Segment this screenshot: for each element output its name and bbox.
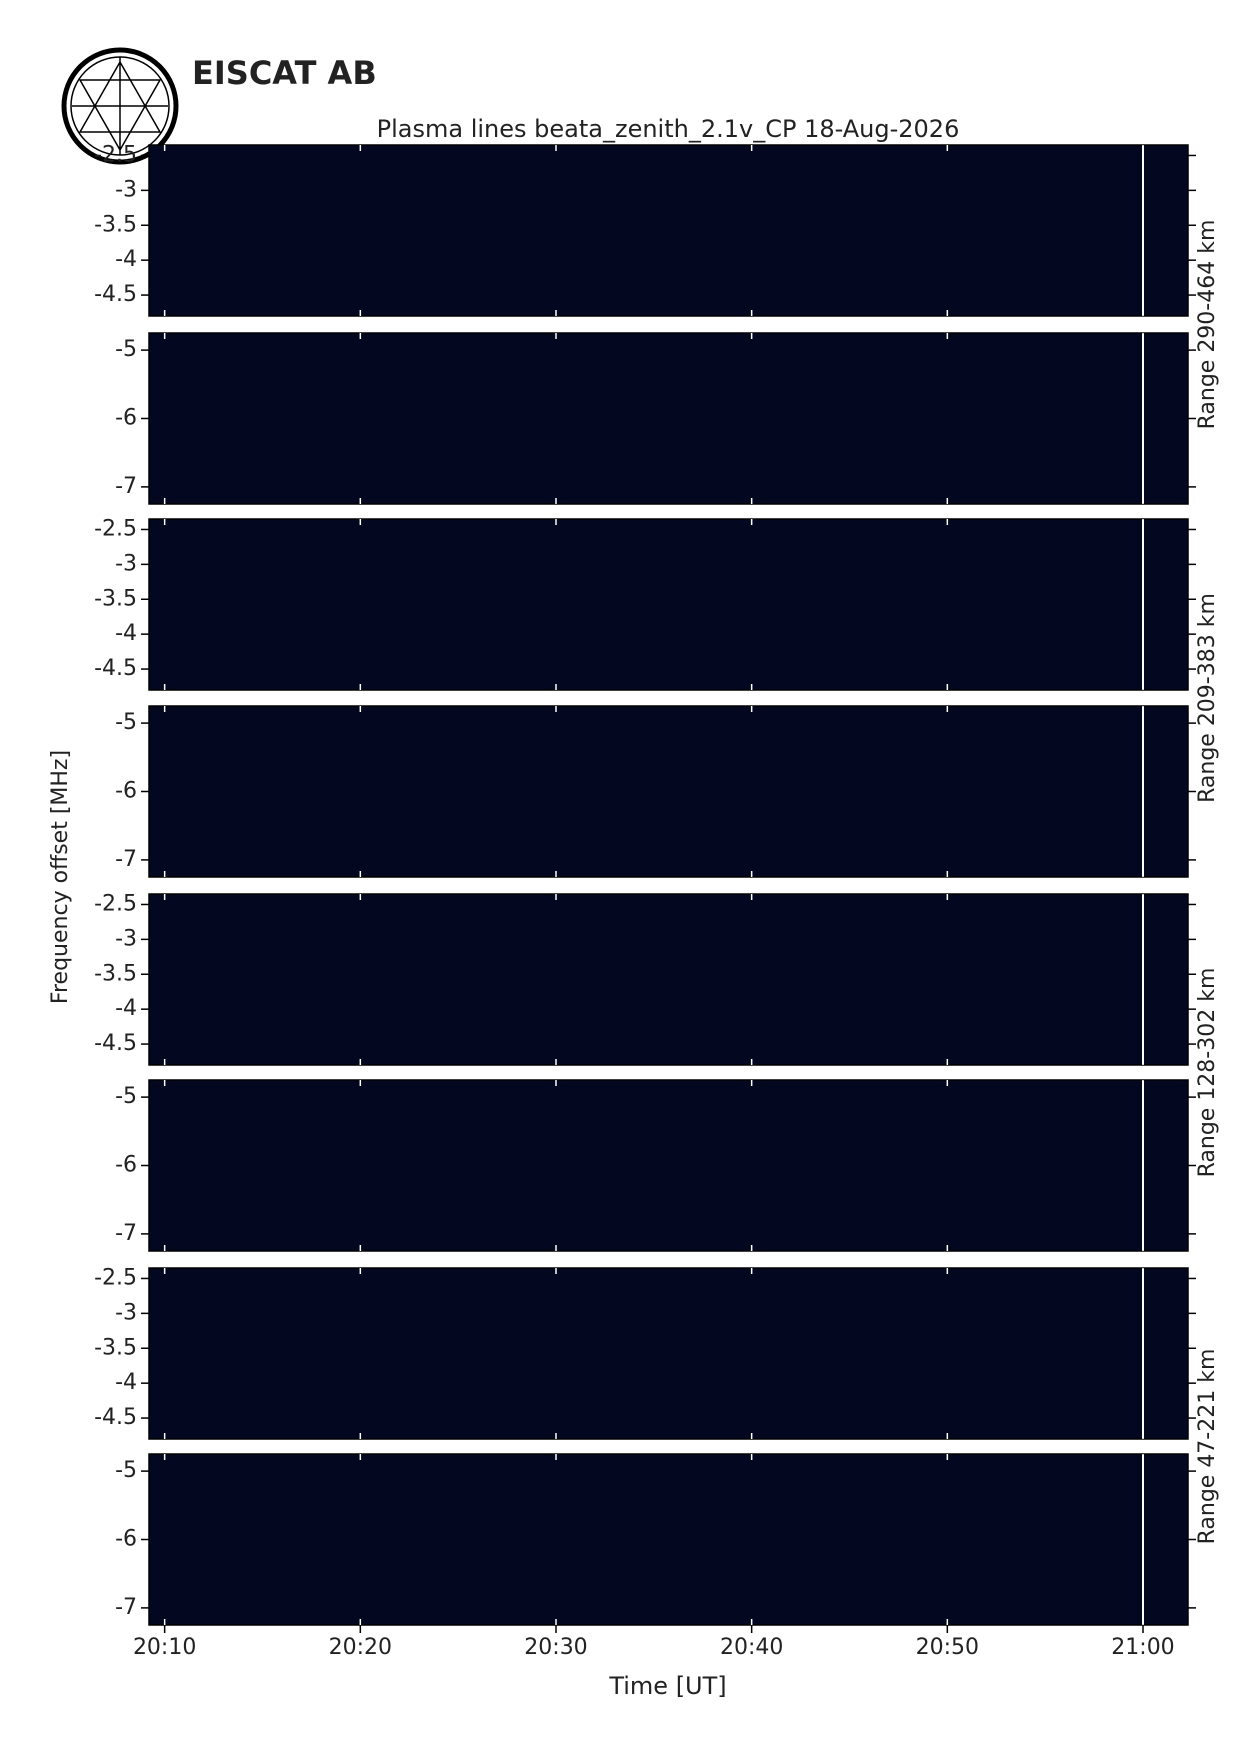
x-tick-label: 20:10 [133, 1635, 196, 1660]
range-label: Range 290-464 km [1195, 220, 1220, 430]
y-tick-label: -7 [115, 847, 137, 872]
x-tick-label: 20:50 [916, 1635, 979, 1660]
y-tick-label: -5 [115, 337, 137, 362]
y-tick-label: -6 [115, 406, 137, 431]
y-tick-label: -7 [115, 1595, 137, 1620]
y-tick-label: -4.5 [94, 656, 137, 681]
chart-title: Plasma lines beata_zenith_2.1v_CP 18-Aug… [377, 115, 960, 143]
y-tick-label: -4.5 [94, 1031, 137, 1056]
y-tick-label: -3 [115, 926, 137, 951]
y-tick-label: -5 [115, 710, 137, 735]
panel-background [149, 1080, 1188, 1251]
y-tick-label: -4.5 [94, 1405, 137, 1430]
panel-glow [149, 519, 1188, 690]
y-tick-label: -3.5 [94, 586, 137, 611]
x-tick-label: 20:30 [524, 1635, 587, 1660]
range-label: Range 47-221 km [1195, 1349, 1220, 1545]
panel-glow [149, 1080, 1188, 1251]
panel-frame [148, 144, 1189, 317]
range-label: Range 128-302 km [1195, 968, 1220, 1178]
y-tick-label: -5 [115, 1084, 137, 1109]
y-tick-label: -6 [115, 1527, 137, 1552]
y-tick-label: -2.5 [94, 1265, 137, 1290]
y-tick-label: -6 [115, 779, 137, 804]
y-tick-label: -2.5 [94, 142, 137, 167]
y-tick-label: -7 [115, 1221, 137, 1246]
y-tick-label: -4 [115, 621, 137, 646]
y-axis-label: Frequency offset [MHz] [48, 750, 73, 1004]
x-tick-label: 20:40 [720, 1635, 783, 1660]
logo [61, 47, 179, 165]
y-tick-label: -3 [115, 1300, 137, 1325]
panel-frame [148, 518, 1189, 691]
y-tick-label: -5 [115, 1458, 137, 1483]
x-tick-label: 20:20 [329, 1635, 392, 1660]
panel-background [149, 706, 1188, 877]
panel-background [149, 519, 1188, 690]
organization: EISCAT AB [192, 54, 377, 92]
y-tick-label: -4 [115, 996, 137, 1021]
panel-background [149, 894, 1188, 1065]
panel-glow [149, 706, 1188, 877]
y-tick-label: -3.5 [94, 212, 137, 237]
y-tick-label: -3 [115, 551, 137, 576]
panel-glow [149, 894, 1188, 1065]
y-tick-label: -2.5 [94, 891, 137, 916]
y-tick-label: -2.5 [94, 516, 137, 541]
y-tick-label: -3.5 [94, 1335, 137, 1360]
panel-background [149, 333, 1188, 504]
panel-frame [148, 1267, 1189, 1440]
panel-background [149, 1268, 1188, 1439]
panel-glow [149, 1268, 1188, 1439]
y-tick-label: -3 [115, 177, 137, 202]
y-tick-label: -4 [115, 247, 137, 272]
y-tick-label: -4.5 [94, 282, 137, 307]
panel-background [149, 1454, 1188, 1625]
y-tick-label: -4 [115, 1370, 137, 1395]
y-tick-label: -7 [115, 474, 137, 499]
x-axis-label: Time [UT] [608, 1672, 726, 1700]
y-tick-label: -6 [115, 1153, 137, 1178]
x-tick-label: 21:00 [1111, 1635, 1174, 1660]
range-label: Range 209-383 km [1195, 593, 1220, 803]
panel-glow [149, 1454, 1188, 1625]
panel-frame [148, 893, 1189, 1066]
y-tick-label: -3.5 [94, 961, 137, 986]
panel-glow [149, 145, 1188, 316]
panel-background [149, 145, 1188, 316]
panel-glow [149, 333, 1188, 504]
